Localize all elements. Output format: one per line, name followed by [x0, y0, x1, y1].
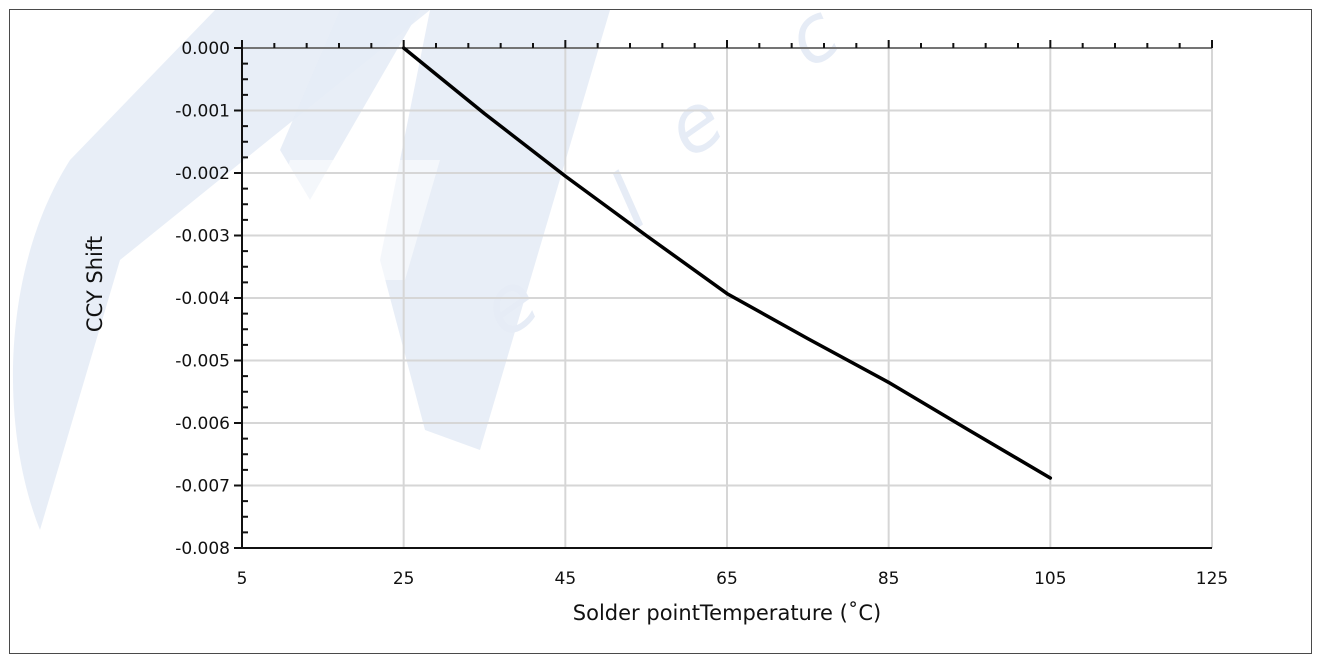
x-axis-title: Solder pointTemperature (˚C) [573, 601, 881, 625]
grid-lines [242, 48, 1212, 548]
y-tick-label: -0.005 [175, 352, 230, 372]
y-tick-label: -0.006 [175, 414, 230, 434]
y-tick-label: -0.007 [175, 477, 230, 497]
y-tick-label: -0.004 [175, 289, 230, 309]
x-tick-label: 45 [555, 569, 577, 589]
y-axis-title: CCY Shift [83, 236, 107, 332]
y-tick-label: 0.000 [181, 39, 230, 59]
x-tick-label: 125 [1196, 569, 1228, 589]
y-tick-label: -0.002 [175, 164, 230, 184]
x-tick-label: 85 [878, 569, 900, 589]
y-tick-label: -0.001 [175, 102, 230, 122]
x-tick-label: 5 [237, 569, 248, 589]
x-tick-label: 65 [716, 569, 738, 589]
x-tick-label: 105 [1034, 569, 1066, 589]
y-tick-label: -0.003 [175, 227, 230, 247]
x-tick-label: 25 [393, 569, 415, 589]
axes [234, 40, 1212, 548]
y-tick-label: -0.008 [175, 539, 230, 559]
